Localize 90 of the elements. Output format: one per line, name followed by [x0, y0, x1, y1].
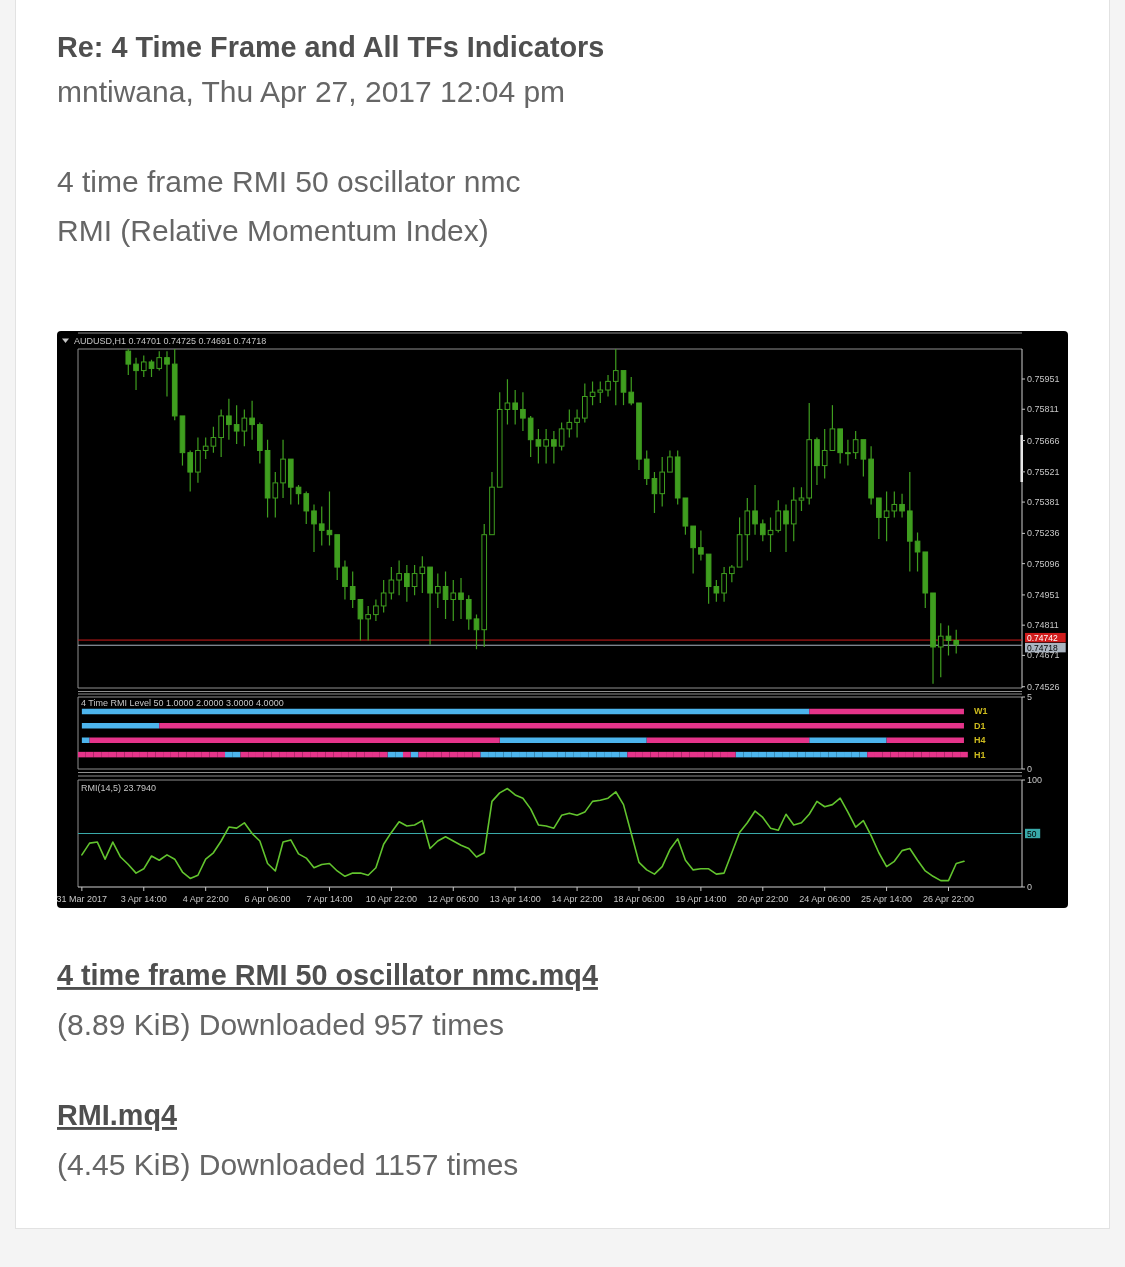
candlestick: [721, 566, 727, 603]
x-tick-label: 18 Apr 06:00: [613, 894, 665, 904]
y-tick-label: 0.75811: [1027, 404, 1059, 415]
candlestick: [612, 348, 619, 406]
ref-line-label: 0.74718: [1027, 642, 1058, 653]
candlestick: [342, 560, 348, 601]
series-label: D1: [973, 720, 986, 731]
y-tick-label: 0.74671: [1027, 650, 1060, 661]
candlestick: [698, 529, 704, 562]
text: RMI.mq4: [57, 1099, 177, 1131]
candlestick: [752, 484, 758, 536]
candlestick: [318, 506, 325, 547]
candlestick: [396, 560, 402, 596]
x-tick-label: 4 Apr 22:00: [182, 894, 229, 904]
series-label: H1: [973, 749, 986, 760]
candlestick: [434, 572, 441, 609]
candlestick: [164, 350, 170, 398]
candlestick: [280, 439, 286, 499]
candlestick: [458, 577, 464, 620]
candlestick: [404, 564, 410, 603]
text: (8.89 KiB) Downloaded 957 times: [57, 1008, 504, 1041]
y-tick-label: 100: [1027, 775, 1043, 785]
y-tick-label: 0.74526: [1027, 681, 1060, 692]
candlestick: [814, 436, 820, 486]
candlestick: [133, 357, 139, 391]
text: 4 time frame RMI 50 oscillator nmc: [57, 165, 521, 198]
chart-title: AUDUSD,H1 0.74701 0.74725 0.74691 0.74718: [74, 336, 267, 346]
text: RMI (Relative Momentum Index): [57, 214, 489, 247]
chart-title: RMI(14,5) 23.7940: [81, 783, 157, 793]
x-tick-label: 12 Apr 06:00: [427, 894, 479, 904]
candlestick: [520, 391, 526, 432]
ref-line-label: 0.74742: [1027, 632, 1058, 643]
x-tick-label: 7 Apr 14:00: [306, 894, 353, 904]
candlestick: [543, 428, 549, 465]
y-tick-label: 0.75521: [1027, 466, 1060, 477]
series-label: W1: [973, 706, 988, 717]
candlestick: [930, 592, 936, 685]
y-tick-label: 0: [1027, 882, 1033, 892]
y-tick-label: 0.74811: [1027, 620, 1059, 631]
candlestick: [373, 598, 379, 622]
candlestick: [226, 398, 232, 441]
text: Re: 4 Time Frame and All TFs Indicators: [57, 31, 605, 63]
candlestick: [574, 408, 580, 439]
x-tick-label: 20 Apr 22:00: [737, 894, 789, 904]
candlestick: [798, 486, 805, 512]
y-tick-label: 5: [1027, 692, 1033, 702]
y-tick-label: 0.75236: [1027, 528, 1060, 539]
x-tick-label: 3 Apr 14:00: [120, 894, 167, 904]
candlestick: [187, 449, 194, 493]
text: mntiwana, Thu Apr 27, 2017 12:04 pm: [57, 75, 566, 108]
chart-title: 4 Time RMI Level 50 1.0000 2.0000 3.0000 4.0000: [81, 697, 284, 708]
candlestick: [868, 445, 874, 506]
y-tick-label: 0: [1027, 764, 1033, 774]
candlestick: [667, 449, 673, 473]
ref-line-label: 50: [1027, 828, 1037, 839]
x-tick-label: 25 Apr 14:00: [861, 894, 913, 904]
candlestick: [876, 497, 882, 540]
text: 4 time frame RMI 50 oscillator nmc.mq4: [57, 959, 598, 991]
candlestick: [906, 471, 913, 572]
y-tick-label: 0.75951: [1027, 374, 1060, 385]
y-tick-label: 0.75096: [1027, 558, 1060, 569]
candlestick: [365, 605, 371, 642]
candlestick: [937, 622, 944, 678]
candlestick: [473, 613, 480, 650]
x-tick-label: 13 Apr 14:00: [489, 894, 541, 904]
candlestick: [512, 389, 518, 426]
x-tick-label: 6 Apr 06:00: [244, 894, 291, 904]
candlestick: [249, 400, 255, 441]
x-tick-label: 24 Apr 06:00: [799, 894, 851, 904]
candlestick: [636, 402, 642, 471]
x-tick-label: 19 Apr 14:00: [675, 894, 727, 904]
y-tick-label: 0.75381: [1027, 497, 1060, 508]
x-tick-label: 14 Apr 22:00: [551, 894, 603, 904]
x-tick-label: 31 Mar 2017: [56, 894, 108, 904]
candlestick: [953, 629, 960, 655]
candlestick: [845, 439, 851, 467]
candlestick: [311, 503, 317, 553]
candlestick: [690, 525, 696, 575]
x-tick-label: 26 Apr 22:00: [922, 894, 975, 904]
candlestick: [899, 493, 905, 519]
y-tick-label: 0.74951: [1027, 589, 1060, 600]
candlestick: [427, 566, 433, 646]
candlestick: [551, 430, 557, 465]
text: (4.45 KiB) Downloaded 1157 times: [57, 1148, 519, 1181]
y-tick-label: 0.75666: [1027, 435, 1060, 446]
x-tick-label: 10 Apr 22:00: [365, 894, 417, 904]
series-label: H4: [973, 735, 986, 746]
candlestick: [783, 503, 789, 553]
candlestick: [790, 486, 797, 542]
candlestick: [605, 374, 611, 398]
